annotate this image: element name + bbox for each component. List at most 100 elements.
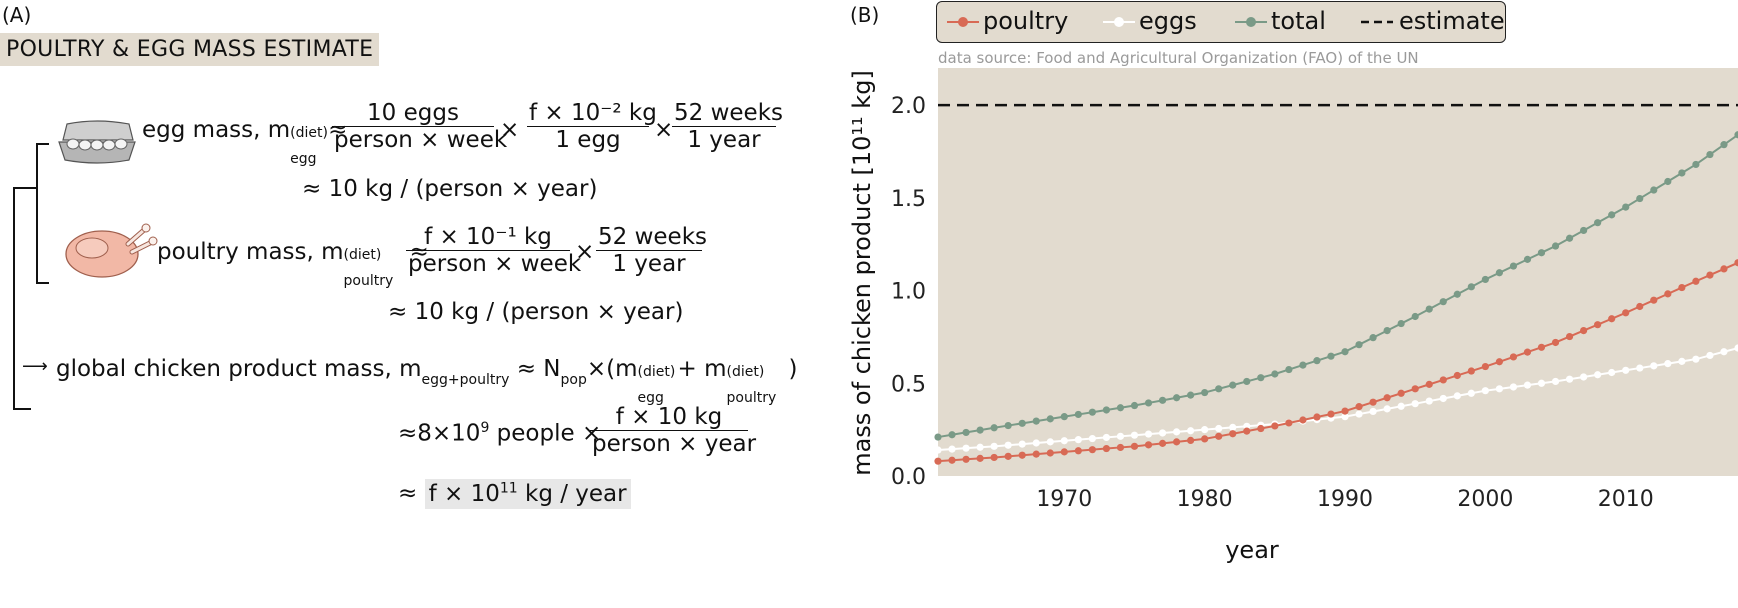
data-point-poultry <box>1285 419 1293 427</box>
data-point-eggs <box>1594 371 1602 379</box>
data-point-total <box>1551 242 1560 250</box>
data-point-eggs <box>1172 428 1181 436</box>
data-point-total <box>1734 131 1738 139</box>
data-point-eggs <box>1201 426 1209 434</box>
data-point-poultry <box>1271 422 1279 430</box>
legend-marker-estimate <box>1361 20 1393 24</box>
data-point-total <box>1285 365 1293 374</box>
data-point-total <box>1130 401 1139 410</box>
series-line-total <box>937 133 1738 439</box>
data-point-eggs <box>1032 439 1040 447</box>
data-point-total <box>1046 415 1054 423</box>
data-point-eggs <box>1383 405 1391 413</box>
y-tick-label: 1.5 <box>891 187 926 212</box>
plot-background <box>938 68 1738 476</box>
egg-frac-eggs-per-week: 10 eggs person × week <box>332 100 508 153</box>
data-point-eggs <box>976 443 984 451</box>
data-point-eggs <box>1509 383 1518 391</box>
data-point-eggs <box>1411 400 1419 408</box>
data-point-poultry <box>1509 353 1518 361</box>
data-point-total <box>1327 352 1335 360</box>
x-tick-label: 1970 <box>1036 487 1092 512</box>
data-point-total <box>1074 410 1082 419</box>
bracket-vertical-inner <box>36 143 38 283</box>
egg-carton-icon <box>58 120 136 164</box>
data-point-total <box>1341 348 1349 356</box>
data-point-eggs <box>1467 389 1475 397</box>
global-arrow: ⟶ <box>22 356 48 377</box>
data-point-poultry <box>1102 444 1111 453</box>
data-point-eggs <box>1369 407 1377 416</box>
egg-times-1: × <box>500 117 520 143</box>
chart-legend: poultry eggs total estimate <box>936 1 1506 43</box>
data-point-total <box>1158 396 1167 404</box>
data-point-total <box>1692 160 1700 169</box>
data-point-total <box>1355 341 1363 349</box>
data-point-total <box>1088 408 1096 416</box>
data-point-total <box>1299 361 1307 369</box>
data-point-eggs <box>1650 362 1658 370</box>
data-point-eggs <box>1215 424 1223 433</box>
data-point-eggs <box>1537 379 1546 387</box>
data-point-eggs <box>948 445 956 453</box>
data-point-eggs <box>1130 431 1139 439</box>
data-point-poultry <box>1369 398 1377 406</box>
data-point-poultry <box>1116 443 1125 452</box>
data-point-total <box>1201 388 1209 397</box>
data-point-poultry <box>1636 302 1644 311</box>
data-point-poultry <box>1243 427 1251 435</box>
data-point-poultry <box>990 453 998 462</box>
data-point-eggs <box>1397 402 1405 410</box>
data-point-poultry <box>1032 450 1040 458</box>
data-point-total <box>1215 385 1223 393</box>
data-point-poultry <box>948 456 956 464</box>
legend-label-total: total <box>1271 7 1326 35</box>
data-source-note: data source: Food and Agricultural Organ… <box>938 49 1419 67</box>
data-point-poultry <box>1580 327 1588 335</box>
data-point-total <box>1397 319 1405 328</box>
panel-a-title: POULTRY & EGG MASS ESTIMATE <box>0 33 380 66</box>
data-point-poultry <box>1341 407 1349 415</box>
data-point-poultry <box>1720 265 1728 273</box>
data-point-eggs <box>990 442 998 450</box>
data-point-total <box>1720 141 1728 149</box>
y-tick-label: 2.0 <box>891 94 926 119</box>
bracket-join <box>13 187 37 189</box>
data-point-poultry <box>1144 441 1153 449</box>
data-point-poultry <box>1622 309 1630 317</box>
data-point-poultry <box>1565 332 1574 341</box>
legend-label-poultry: poultry <box>983 7 1069 35</box>
data-point-poultry <box>1594 321 1602 329</box>
x-tick-label: 1990 <box>1317 487 1373 512</box>
data-point-total <box>1537 249 1546 257</box>
series-line-poultry <box>937 261 1738 463</box>
data-point-poultry <box>1130 442 1139 450</box>
data-point-total <box>1608 211 1616 219</box>
data-point-eggs <box>1018 440 1026 448</box>
data-point-total <box>1313 357 1321 365</box>
series-line-eggs <box>937 347 1738 452</box>
data-point-poultry <box>1453 371 1461 380</box>
data-point-total <box>1271 370 1279 378</box>
data-point-eggs <box>1734 344 1738 352</box>
data-point-poultry <box>976 454 984 462</box>
data-point-eggs <box>1664 360 1672 368</box>
data-point-poultry <box>1004 452 1012 460</box>
data-point-total <box>1257 374 1265 382</box>
data-point-poultry <box>1383 394 1391 402</box>
data-point-poultry <box>1215 432 1223 440</box>
legend-label-eggs: eggs <box>1139 7 1197 35</box>
y-tick-label: 0.5 <box>891 372 926 397</box>
data-point-poultry <box>1608 315 1616 323</box>
data-point-total <box>1453 290 1461 298</box>
data-point-eggs <box>934 446 942 454</box>
global-frac-kg-per-person-year: f × 10 kg person × year <box>590 404 757 457</box>
egg-times-2: × <box>654 117 674 143</box>
data-point-poultry <box>1734 259 1738 267</box>
data-point-total <box>1004 421 1012 430</box>
data-point-total <box>1565 234 1574 242</box>
data-point-total <box>1650 186 1658 194</box>
data-point-eggs <box>1523 381 1532 389</box>
data-point-poultry <box>1481 362 1489 371</box>
data-point-poultry <box>1088 446 1096 454</box>
